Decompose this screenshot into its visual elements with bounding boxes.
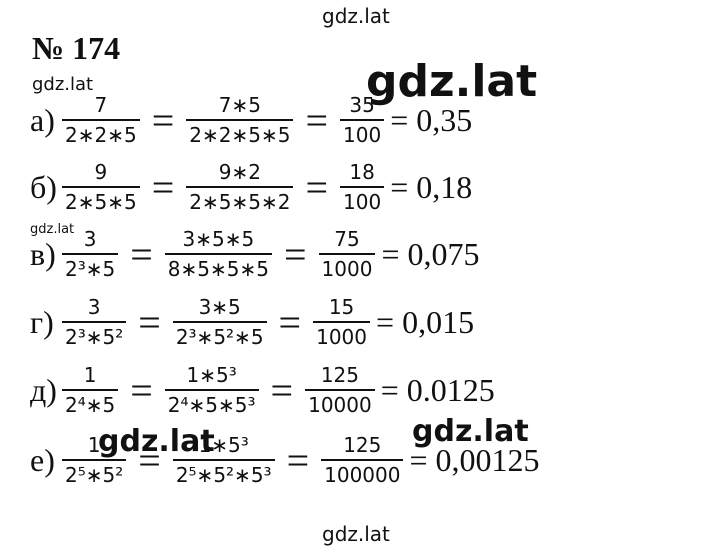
equals-sign: = — [151, 164, 175, 210]
numerator: 18 — [349, 160, 375, 184]
numerator: 1∗5³ — [186, 363, 237, 387]
row-label: е) — [30, 441, 55, 478]
watermark: gdz.lat — [30, 222, 75, 237]
fraction: 3∗5 2³∗5²∗5 — [172, 295, 267, 349]
denominator: 2∗5∗5∗2 — [186, 186, 294, 214]
fraction: 3 2³∗5 — [62, 227, 119, 281]
solution-row: а) 7 2∗2∗5 = 7∗5 2∗2∗5∗5 = 35 100 = 0,35 — [30, 88, 472, 152]
fraction: 125 100000 — [321, 433, 404, 487]
denominator: 1000 — [318, 253, 376, 281]
fraction: 35 100 — [340, 93, 385, 147]
numerator: 3∗5∗5 — [182, 227, 255, 251]
solution-row: д) 1 2⁴∗5 = 1∗5³ 2⁴∗5∗5³ = 125 10000 = 0.0125 — [30, 358, 495, 422]
fraction: 3 2³∗5² — [62, 295, 127, 349]
fraction: 75 1000 — [318, 227, 376, 281]
fraction: 18 100 — [340, 160, 385, 214]
equals-sign: = — [270, 367, 294, 413]
fraction: 7∗5 2∗2∗5∗5 — [186, 93, 294, 147]
numerator: 7 — [94, 93, 108, 117]
fraction: 3∗5∗5 8∗5∗5∗5 — [164, 227, 272, 281]
denominator: 2⁵∗5²∗5³ — [172, 459, 275, 487]
numerator: 1∗5³ — [198, 433, 249, 457]
equals-sign: = — [130, 367, 153, 413]
solution-row: е) 1 2⁵∗5² = 1∗5³ 2⁵∗5²∗5³ = 125 100000 = 0,00125 — [30, 428, 540, 492]
row-label: г) — [30, 303, 54, 340]
equals-sign: = — [283, 231, 307, 277]
result: = 0,015 — [376, 303, 475, 340]
denominator: 2⁴∗5 — [62, 389, 119, 417]
denominator: 10000 — [305, 389, 375, 417]
denominator: 2³∗5²∗5 — [172, 321, 267, 349]
denominator: 2³∗5 — [62, 253, 119, 281]
numerator: 35 — [349, 93, 375, 117]
fraction: 125 10000 — [305, 363, 375, 417]
fraction: 1∗5³ 2⁴∗5∗5³ — [164, 363, 259, 417]
fraction: 1 2⁵∗5² — [62, 433, 127, 487]
result: = 0,18 — [390, 168, 473, 205]
denominator: 8∗5∗5∗5 — [164, 253, 272, 281]
numerator: 125 — [320, 363, 359, 387]
title: № 174 — [32, 30, 121, 66]
numerator: 3∗5 — [198, 295, 241, 319]
denominator: 2⁵∗5² — [62, 459, 127, 487]
denominator: 2³∗5² — [62, 321, 127, 349]
row-label: в) — [30, 235, 56, 272]
fraction: 9∗2 2∗5∗5∗2 — [186, 160, 294, 214]
fraction: 9 2∗5∗5 — [62, 160, 140, 214]
equals-sign: = — [305, 97, 328, 143]
watermark: gdz.lat — [322, 522, 390, 546]
numerator: 9 — [94, 160, 108, 184]
equals-sign: = — [138, 299, 161, 345]
numerator: 3 — [87, 295, 101, 319]
solution-row: г) 3 2³∗5² = 3∗5 2³∗5²∗5 = 15 1000 = 0,015 — [30, 290, 474, 354]
numerator: 7∗5 — [218, 93, 261, 117]
result: = 0,075 — [381, 235, 480, 272]
watermark: gdz.lat — [412, 414, 529, 449]
denominator: 100 — [340, 186, 385, 214]
fraction: 1∗5³ 2⁵∗5²∗5³ — [172, 433, 275, 487]
denominator: 1000 — [313, 321, 371, 349]
numerator: 75 — [334, 227, 360, 251]
denominator: 2∗2∗5∗5 — [186, 119, 294, 147]
watermark: gdz.lat — [322, 4, 390, 28]
result: = 0,35 — [390, 101, 473, 138]
fraction: 7 2∗2∗5 — [62, 93, 140, 147]
row-label: д) — [30, 371, 57, 408]
denominator: 2⁴∗5∗5³ — [164, 389, 259, 417]
fraction: 15 1000 — [313, 295, 371, 349]
equals-sign: = — [278, 299, 302, 345]
equals-sign: = — [151, 97, 175, 143]
watermark: gdz.lat — [98, 424, 215, 459]
denominator: 100000 — [321, 459, 404, 487]
numerator: 9∗2 — [218, 160, 261, 184]
denominator: 2∗2∗5 — [62, 119, 140, 147]
equals-sign: = — [305, 164, 328, 210]
result: = 0,00125 — [409, 441, 540, 478]
denominator: 100 — [340, 119, 385, 147]
equals-sign: = — [286, 437, 310, 483]
numerator: 15 — [328, 295, 355, 319]
watermark: gdz.lat — [32, 74, 94, 95]
numerator: 125 — [343, 433, 382, 457]
solution-row: б) 9 2∗5∗5 = 9∗2 2∗5∗5∗2 = 18 100 = 0,18 — [30, 155, 472, 219]
result: = 0.0125 — [380, 371, 495, 408]
watermark: gdz.lat — [366, 56, 538, 107]
fraction: 1 2⁴∗5 — [62, 363, 119, 417]
equals-sign: = — [130, 231, 153, 277]
row-label: а) — [30, 101, 55, 138]
numerator: 1 — [83, 363, 97, 387]
solution-row: в) 3 2³∗5 = 3∗5∗5 8∗5∗5∗5 = 75 1000 = 0,075 — [30, 222, 479, 286]
numerator: 1 — [87, 433, 101, 457]
denominator: 2∗5∗5 — [62, 186, 140, 214]
equals-sign: = — [138, 437, 161, 483]
row-label: б) — [30, 168, 57, 205]
numerator: 3 — [83, 227, 97, 251]
